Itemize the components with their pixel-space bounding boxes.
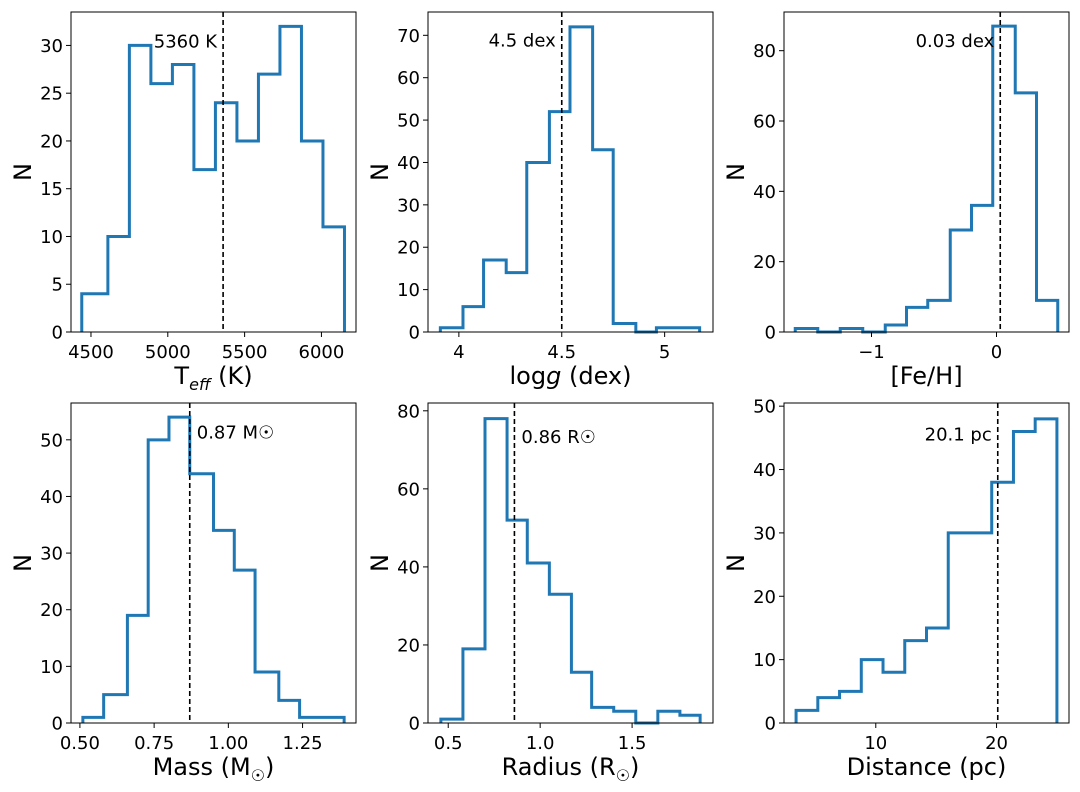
median-label: 0.87 M☉ bbox=[197, 422, 274, 443]
histogram-bars bbox=[81, 415, 346, 723]
y-axis-label: N bbox=[722, 554, 750, 572]
y-tick-label: 50 bbox=[397, 111, 420, 132]
histogram-panel-1: 4500 5000 5500 6000 0 5 10 15 20 25 30 N Teff (K) 536… bbox=[9, 11, 357, 394]
histogram-bars bbox=[438, 25, 702, 334]
x-tick-label: 4500 bbox=[68, 342, 114, 363]
x-tick-label: 5000 bbox=[145, 342, 191, 363]
x-tick-label: 5 bbox=[659, 342, 670, 363]
x-tick-label: 0 bbox=[991, 342, 1002, 363]
y-tick-label: 0 bbox=[765, 323, 776, 344]
y-tick-label: 20 bbox=[40, 131, 63, 152]
y-axis-label: N bbox=[9, 163, 37, 181]
y-tick-label: 0 bbox=[52, 714, 63, 735]
y-tick-label: 60 bbox=[397, 68, 420, 89]
y-tick-label: 20 bbox=[753, 252, 776, 273]
histogram-panel-5: 0.5 1.0 1.5 0 20 40 60 80 N Radius (R☉) 0.86 R☉ bbox=[366, 401, 714, 785]
median-label: 0.03 dex bbox=[916, 31, 995, 52]
histogram-panel-3: −1 0 0 20 40 60 80 N [Fe/H] 0.03 dex bbox=[722, 11, 1070, 390]
y-tick-label: 30 bbox=[40, 544, 63, 565]
histogram-bars bbox=[80, 24, 346, 332]
y-tick-label: 30 bbox=[753, 523, 776, 544]
y-tick-label: 15 bbox=[40, 179, 63, 200]
x-axis-label: logg (dex) bbox=[510, 362, 632, 390]
y-tick-label: 40 bbox=[40, 487, 63, 508]
y-tick-label: 20 bbox=[753, 587, 776, 608]
histogram-panel-6: 10 20 0 10 20 30 40 50 N Distance (pc) 20.1 pc bbox=[722, 397, 1070, 781]
y-tick-label: 40 bbox=[753, 182, 776, 203]
y-tick-label: 70 bbox=[397, 26, 420, 47]
y-tick-label: 20 bbox=[40, 600, 63, 621]
y-tick-label: 10 bbox=[40, 227, 63, 248]
x-tick-label: 4 bbox=[453, 342, 464, 363]
y-tick-label: 80 bbox=[753, 41, 776, 62]
x-tick-label: 1.00 bbox=[208, 733, 248, 754]
x-axis-label: Teff (K) bbox=[173, 362, 252, 394]
x-tick-label: 4.5 bbox=[547, 342, 576, 363]
y-tick-label: 10 bbox=[397, 280, 420, 301]
x-axis-label: [Fe/H] bbox=[890, 362, 962, 390]
y-tick-label: 40 bbox=[397, 153, 420, 174]
x-axis-label: Radius (R☉) bbox=[502, 753, 640, 785]
x-tick-label: 0.75 bbox=[134, 733, 174, 754]
y-tick-label: 5 bbox=[52, 275, 63, 296]
y-tick-label: 40 bbox=[397, 557, 420, 578]
y-axis-label: N bbox=[722, 163, 750, 181]
histogram-panel-4: 0.50 0.75 1.00 1.25 0 10 20 30 40 50 N Mass (M☉) 0.8… bbox=[9, 402, 357, 785]
y-tick-label: 25 bbox=[40, 84, 63, 105]
median-label: 20.1 pc bbox=[925, 424, 992, 445]
x-tick-label: 20 bbox=[985, 733, 1008, 754]
x-tick-label: 0.50 bbox=[60, 733, 100, 754]
axes-frame bbox=[427, 402, 714, 724]
y-tick-label: 80 bbox=[397, 401, 420, 422]
axes-frame bbox=[783, 402, 1070, 724]
axes-frame bbox=[70, 402, 357, 724]
y-axis-label: N bbox=[9, 554, 37, 572]
median-label: 5360 K bbox=[154, 32, 219, 53]
y-tick-label: 0 bbox=[52, 323, 63, 344]
y-tick-label: 0 bbox=[409, 714, 420, 735]
y-tick-label: 0 bbox=[765, 714, 776, 735]
y-tick-label: 50 bbox=[753, 397, 776, 418]
axes-frame bbox=[783, 11, 1070, 333]
histogram-bars bbox=[793, 24, 1060, 334]
y-axis-label: N bbox=[366, 163, 394, 181]
median-label: 0.86 R☉ bbox=[521, 427, 595, 448]
axes-frame bbox=[427, 11, 714, 333]
x-tick-label: 1.25 bbox=[283, 733, 323, 754]
y-tick-label: 10 bbox=[753, 650, 776, 671]
y-tick-label: 20 bbox=[397, 635, 420, 656]
x-tick-label: −1 bbox=[858, 342, 885, 363]
x-tick-label: 1.0 bbox=[526, 733, 555, 754]
y-tick-label: 0 bbox=[409, 323, 420, 344]
histogram-bars bbox=[794, 417, 1059, 723]
y-tick-label: 50 bbox=[40, 430, 63, 451]
x-tick-label: 5500 bbox=[222, 342, 268, 363]
y-tick-label: 30 bbox=[397, 195, 420, 216]
x-tick-label: 6000 bbox=[299, 342, 345, 363]
y-tick-label: 20 bbox=[397, 238, 420, 259]
x-tick-label: 10 bbox=[864, 733, 887, 754]
median-label: 4.5 dex bbox=[489, 31, 557, 52]
y-tick-label: 60 bbox=[753, 112, 776, 133]
y-tick-label: 10 bbox=[40, 657, 63, 678]
y-tick-label: 40 bbox=[753, 460, 776, 481]
y-tick-label: 30 bbox=[40, 36, 63, 57]
y-tick-label: 60 bbox=[397, 479, 420, 500]
y-axis-label: N bbox=[366, 554, 394, 572]
x-axis-label: Distance (pc) bbox=[847, 753, 1007, 781]
axes-frame bbox=[70, 11, 357, 333]
x-tick-label: 1.5 bbox=[618, 733, 647, 754]
x-axis-label: Mass (M☉) bbox=[153, 753, 275, 785]
x-tick-label: 0.5 bbox=[434, 733, 463, 754]
histogram-bars bbox=[439, 417, 702, 725]
